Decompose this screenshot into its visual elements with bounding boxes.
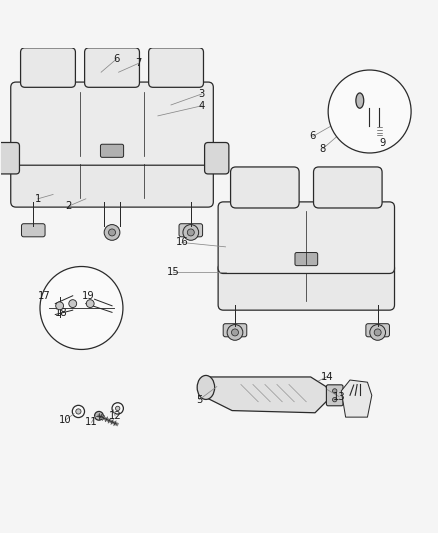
FancyBboxPatch shape <box>0 142 19 174</box>
Circle shape <box>328 70 411 153</box>
FancyBboxPatch shape <box>326 385 343 406</box>
Circle shape <box>76 409 81 414</box>
Text: 13: 13 <box>333 392 346 401</box>
FancyBboxPatch shape <box>21 48 75 87</box>
Circle shape <box>370 325 385 340</box>
Text: 10: 10 <box>59 415 72 425</box>
Text: 5: 5 <box>196 394 202 405</box>
Ellipse shape <box>356 93 364 108</box>
Circle shape <box>112 403 124 414</box>
Circle shape <box>95 411 103 420</box>
Circle shape <box>227 325 243 340</box>
FancyBboxPatch shape <box>375 125 384 138</box>
FancyBboxPatch shape <box>357 90 392 112</box>
Circle shape <box>72 405 85 417</box>
Circle shape <box>232 329 238 336</box>
Polygon shape <box>206 377 330 413</box>
Polygon shape <box>341 380 372 417</box>
FancyBboxPatch shape <box>148 48 204 87</box>
FancyBboxPatch shape <box>223 324 247 337</box>
FancyBboxPatch shape <box>21 224 45 237</box>
Text: 14: 14 <box>321 372 334 382</box>
Circle shape <box>69 300 77 308</box>
FancyBboxPatch shape <box>85 48 139 87</box>
Text: 11: 11 <box>85 417 98 427</box>
Text: 4: 4 <box>198 101 205 111</box>
Text: 17: 17 <box>38 291 51 301</box>
Circle shape <box>332 398 337 402</box>
Text: 12: 12 <box>109 411 121 421</box>
Text: 2: 2 <box>65 201 71 211</box>
Text: 6: 6 <box>113 54 120 64</box>
FancyBboxPatch shape <box>218 263 395 310</box>
Circle shape <box>187 229 194 236</box>
FancyBboxPatch shape <box>366 324 389 337</box>
FancyBboxPatch shape <box>295 253 318 265</box>
Text: 3: 3 <box>198 89 205 99</box>
FancyBboxPatch shape <box>100 144 124 157</box>
Circle shape <box>86 300 94 308</box>
FancyBboxPatch shape <box>314 167 382 208</box>
Text: 1: 1 <box>35 194 41 204</box>
Circle shape <box>56 302 64 310</box>
FancyBboxPatch shape <box>11 82 213 165</box>
Circle shape <box>183 224 199 240</box>
Text: 15: 15 <box>167 266 180 277</box>
FancyBboxPatch shape <box>205 142 229 174</box>
Circle shape <box>109 229 116 236</box>
FancyBboxPatch shape <box>218 202 395 273</box>
Text: 16: 16 <box>176 238 188 247</box>
Text: 18: 18 <box>55 308 67 318</box>
Text: 7: 7 <box>135 59 141 68</box>
FancyBboxPatch shape <box>179 224 203 237</box>
Circle shape <box>332 389 337 393</box>
Text: 6: 6 <box>310 132 316 141</box>
Circle shape <box>40 266 123 350</box>
Text: 9: 9 <box>380 139 386 148</box>
Text: 19: 19 <box>81 291 95 301</box>
Circle shape <box>116 406 120 410</box>
Ellipse shape <box>197 375 215 399</box>
Circle shape <box>104 224 120 240</box>
Circle shape <box>374 329 381 336</box>
FancyBboxPatch shape <box>47 299 63 317</box>
FancyBboxPatch shape <box>11 155 213 207</box>
FancyBboxPatch shape <box>230 167 299 208</box>
Text: 8: 8 <box>320 143 326 154</box>
